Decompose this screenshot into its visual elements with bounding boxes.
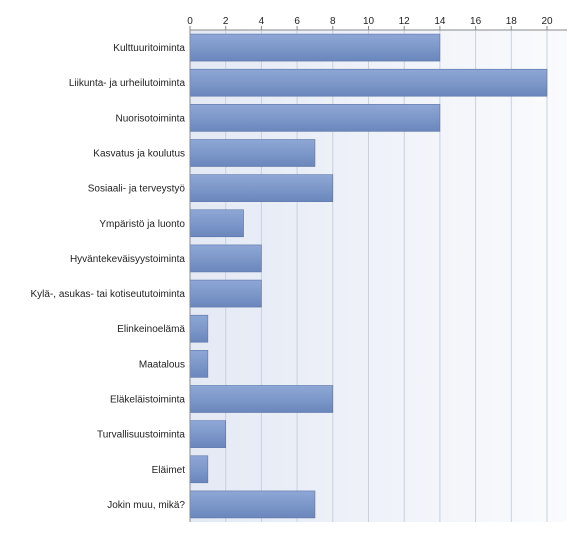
x-tick-label: 16 <box>470 16 482 27</box>
category-label: Liikunta- ja urheilutoiminta <box>69 78 186 89</box>
category-label: Eläkeläistoiminta <box>110 395 185 406</box>
category-label: Kasvatus ja koulutus <box>93 149 185 160</box>
bar <box>189 420 227 448</box>
x-axis-ticks: 0 2 4 6 8 10 12 14 16 18 20 <box>187 16 553 30</box>
plot-area <box>190 30 567 522</box>
bar <box>189 455 209 484</box>
x-tick-label: 6 <box>294 16 300 27</box>
x-tick-label: 18 <box>506 16 518 27</box>
category-labels: Kulttuuritoiminta Liikunta- ja urheilutoi… <box>30 43 185 511</box>
bar <box>189 490 316 519</box>
x-tick-label: 2 <box>223 16 229 27</box>
x-tick-label: 20 <box>541 16 553 27</box>
category-label: Kylä-, asukas- tai kotiseututoiminta <box>30 289 185 300</box>
bar <box>189 385 334 413</box>
bar <box>189 139 316 167</box>
category-label: Eläimet <box>152 465 186 476</box>
category-label: Kulttuuritoiminta <box>113 43 185 54</box>
bars <box>189 33 548 519</box>
x-tick-label: 4 <box>259 16 265 27</box>
x-tick-label: 10 <box>363 16 375 27</box>
x-tick-label: 8 <box>330 16 336 27</box>
bar <box>189 350 209 378</box>
category-label: Hyväntekeväisyystoiminta <box>70 254 185 265</box>
category-label: Maatalous <box>139 359 185 370</box>
x-tick-label: 0 <box>187 16 193 27</box>
bar <box>189 279 262 308</box>
bar <box>189 244 262 273</box>
category-label: Nuorisotoiminta <box>116 113 186 124</box>
bar <box>189 68 548 97</box>
category-label: Ympäristö ja luonto <box>99 219 185 230</box>
bar <box>189 33 441 62</box>
category-label: Elinkeinoelämä <box>117 324 185 335</box>
bar <box>189 209 244 238</box>
category-label: Turvallisuustoiminta <box>97 430 185 441</box>
category-label: Sosiaali- ja terveystyö <box>88 184 186 195</box>
bar <box>189 174 334 202</box>
x-tick-label: 14 <box>434 16 446 27</box>
x-tick-label: 12 <box>399 16 411 27</box>
category-label: Jokin muu, mikä? <box>107 500 185 511</box>
bar <box>189 314 209 343</box>
bar <box>189 104 441 132</box>
